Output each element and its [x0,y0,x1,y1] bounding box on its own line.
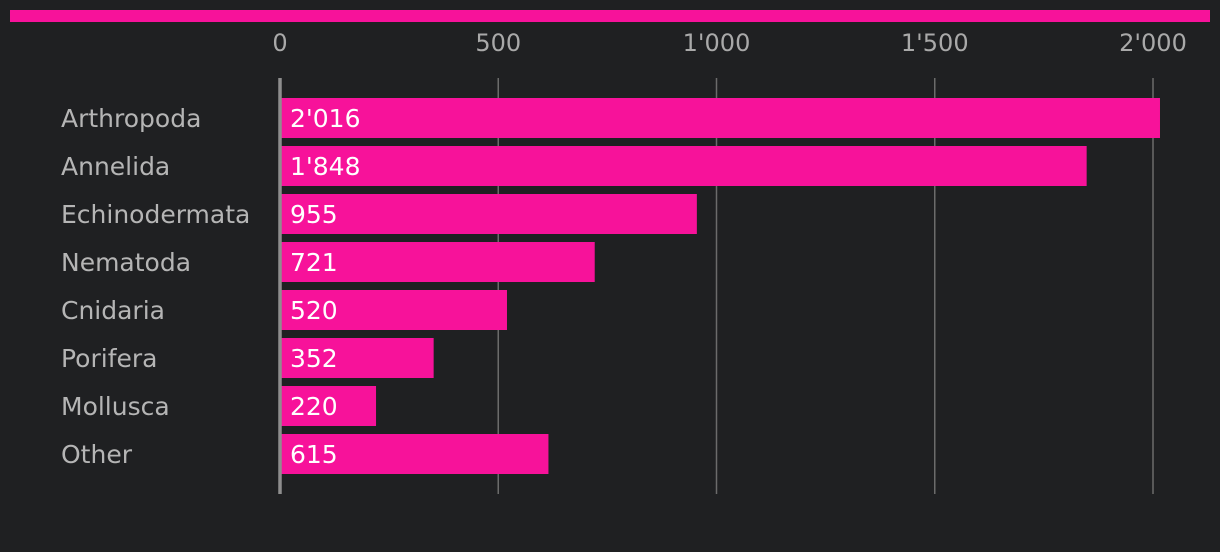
gridlines [497,78,1154,494]
bar-value-label: 520 [290,296,338,325]
bar [280,434,549,474]
category-label: Annelida [61,152,170,181]
x-tick-label: 0 [272,29,287,57]
category-label: Arthropoda [61,104,201,133]
category-label: Porifera [61,344,157,373]
x-tick-label: 500 [475,29,521,57]
bar [280,386,377,426]
bar-value-label: 721 [290,248,338,277]
bar [280,146,1087,186]
bar [280,194,697,234]
bars: 2'016 1'848 955 721 520 352 220 615 [280,98,1160,474]
x-axis-ticks: 0 500 1'000 1'500 2'000 [272,29,1186,57]
x-tick-label: 2'000 [1119,29,1187,57]
bar [280,242,595,282]
category-label: Cnidaria [61,296,165,325]
bar-value-label: 1'848 [290,152,361,181]
category-label: Other [61,440,133,469]
accent-stripe [10,10,1210,22]
bar-value-label: 615 [290,440,338,469]
bar [280,98,1160,138]
bar-value-label: 2'016 [290,104,361,133]
category-label: Nematoda [61,248,191,277]
bar [280,338,434,378]
bar-value-label: 955 [290,200,338,229]
bar-value-label: 352 [290,344,338,373]
bar [280,290,507,330]
bar-value-label: 220 [290,392,338,421]
category-labels: Arthropoda Annelida Echinodermata Nematoda C… [61,104,250,469]
x-tick-label: 1'000 [683,29,751,57]
category-label: Echinodermata [61,200,250,229]
x-tick-label: 1'500 [901,29,969,57]
category-label: Mollusca [61,392,170,421]
